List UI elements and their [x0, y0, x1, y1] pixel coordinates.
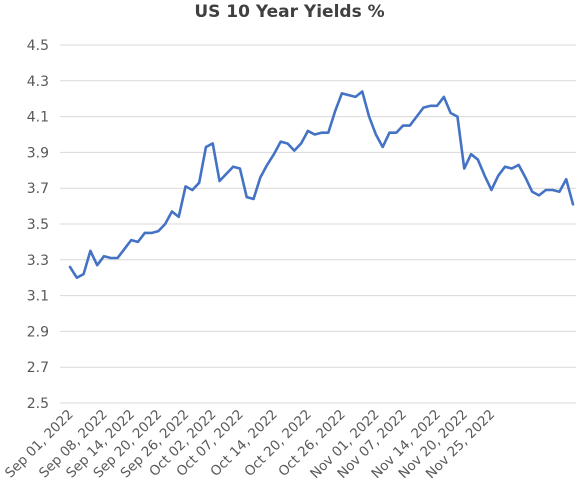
- y-axis-ticks: 4.5 4.3 4.1 3.9 3.7 3.5 3.3 3.1 2.9 2.7 2.5: [27, 38, 49, 412]
- y-tick-label: 3.7: [27, 181, 49, 197]
- y-tick-label: 2.7: [27, 360, 49, 376]
- series-line: [68, 90, 575, 280]
- y-tick-label: 4.5: [27, 38, 49, 54]
- gridlines: [60, 44, 576, 404]
- y-tick-label: 3.9: [27, 145, 49, 161]
- y-tick-label: 2.9: [27, 324, 49, 340]
- y-tick-label: 2.5: [27, 396, 49, 412]
- chart-title: US 10 Year Yields %: [194, 2, 385, 22]
- y-tick-label: 3.5: [27, 217, 49, 233]
- y-tick-label: 4.3: [27, 74, 49, 90]
- series-layer: [68, 90, 575, 280]
- y-tick-label: 3.1: [27, 289, 49, 305]
- y-tick-label: 3.3: [27, 253, 49, 269]
- y-tick-label: 4.1: [27, 110, 49, 126]
